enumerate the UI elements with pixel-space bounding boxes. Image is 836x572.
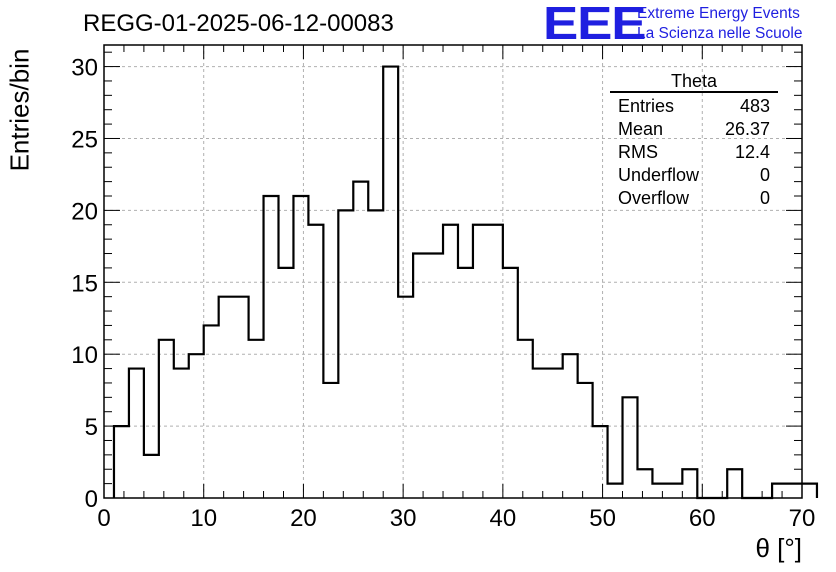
x-axis-label: θ [°]	[755, 533, 802, 563]
logo-text-line-1: Extreme Energy Events	[637, 5, 800, 22]
stats-title: Theta	[610, 71, 778, 93]
histogram-bin	[548, 369, 563, 498]
stats-row-overflow: Overflow 0	[618, 188, 770, 208]
histogram-bin	[473, 225, 488, 498]
eee-logo: EEE	[543, 0, 647, 49]
histogram-bin	[652, 484, 667, 498]
x-tick-label: 70	[789, 505, 816, 532]
histogram-bin	[383, 67, 398, 498]
histogram-bin	[637, 469, 652, 498]
histogram-bin	[144, 455, 159, 498]
histogram-bin	[308, 225, 323, 498]
y-tick-label: 5	[85, 414, 98, 441]
histogram-bin	[503, 268, 518, 498]
histogram-bin	[189, 354, 204, 498]
histogram-bin	[608, 484, 623, 498]
y-tick-label: 25	[71, 126, 98, 153]
histogram-bin	[264, 196, 279, 498]
histogram-bin	[578, 383, 593, 498]
histogram-bin	[727, 469, 742, 498]
histogram-bin	[204, 325, 219, 498]
histogram-bin	[593, 426, 608, 498]
stats-row-mean: Mean 26.37	[618, 119, 770, 139]
histogram-outline	[112, 65, 819, 500]
run-title: REGG-01-2025-06-12-00083	[83, 10, 394, 37]
x-tick-label: 10	[190, 505, 217, 532]
histogram-bin	[443, 225, 458, 498]
stats-row-rms: RMS 12.4	[618, 142, 770, 162]
histogram-bin	[518, 340, 533, 498]
stats-row-underflow: Underflow 0	[618, 165, 770, 185]
histogram-bin	[174, 369, 189, 498]
y-tick-label: 30	[71, 55, 98, 82]
histogram-bin	[667, 484, 682, 498]
stats-row-entries: Entries 483	[618, 96, 770, 116]
histogram-bin	[234, 297, 249, 498]
histogram-bin	[623, 397, 638, 498]
histogram-bin	[787, 484, 802, 498]
histogram-bin	[293, 196, 308, 498]
histogram-bin	[219, 297, 234, 498]
x-tick-label: 20	[290, 505, 317, 532]
x-tick-label: 60	[689, 505, 716, 532]
histogram-bin	[413, 254, 428, 498]
histogram-bin	[368, 210, 383, 498]
histogram-bin	[488, 225, 503, 498]
histogram-bin	[249, 340, 264, 498]
histogram-bin	[802, 484, 817, 498]
histogram-bin	[159, 340, 174, 498]
y-tick-label: 0	[85, 486, 98, 513]
histogram-bin	[279, 268, 294, 498]
histogram-bin	[772, 484, 787, 498]
histogram-bin	[458, 268, 473, 498]
x-tick-label: 0	[97, 505, 110, 532]
histogram-bin	[114, 426, 129, 498]
histogram-bin	[563, 354, 578, 498]
x-tick-label: 40	[490, 505, 517, 532]
histogram-bin	[323, 383, 338, 498]
histogram-bin	[428, 254, 443, 498]
y-tick-label: 20	[71, 198, 98, 225]
x-tick-label: 30	[390, 505, 417, 532]
stats-box: Theta Entries 483 Mean 26.37 RMS 12.4 Under…	[610, 71, 778, 210]
x-tick-label: 50	[589, 505, 616, 532]
y-tick-label: 10	[71, 342, 98, 369]
histogram-bin	[533, 369, 548, 498]
histogram-bin	[129, 369, 144, 498]
histogram-bin	[682, 469, 697, 498]
histogram-bin	[398, 297, 413, 498]
logo-text-line-2: La Scienza nelle Scuole	[637, 25, 803, 42]
histogram-bin	[353, 182, 368, 498]
y-tick-label: 15	[71, 270, 98, 297]
plot-frame	[103, 44, 803, 499]
histogram-bin	[338, 210, 353, 498]
